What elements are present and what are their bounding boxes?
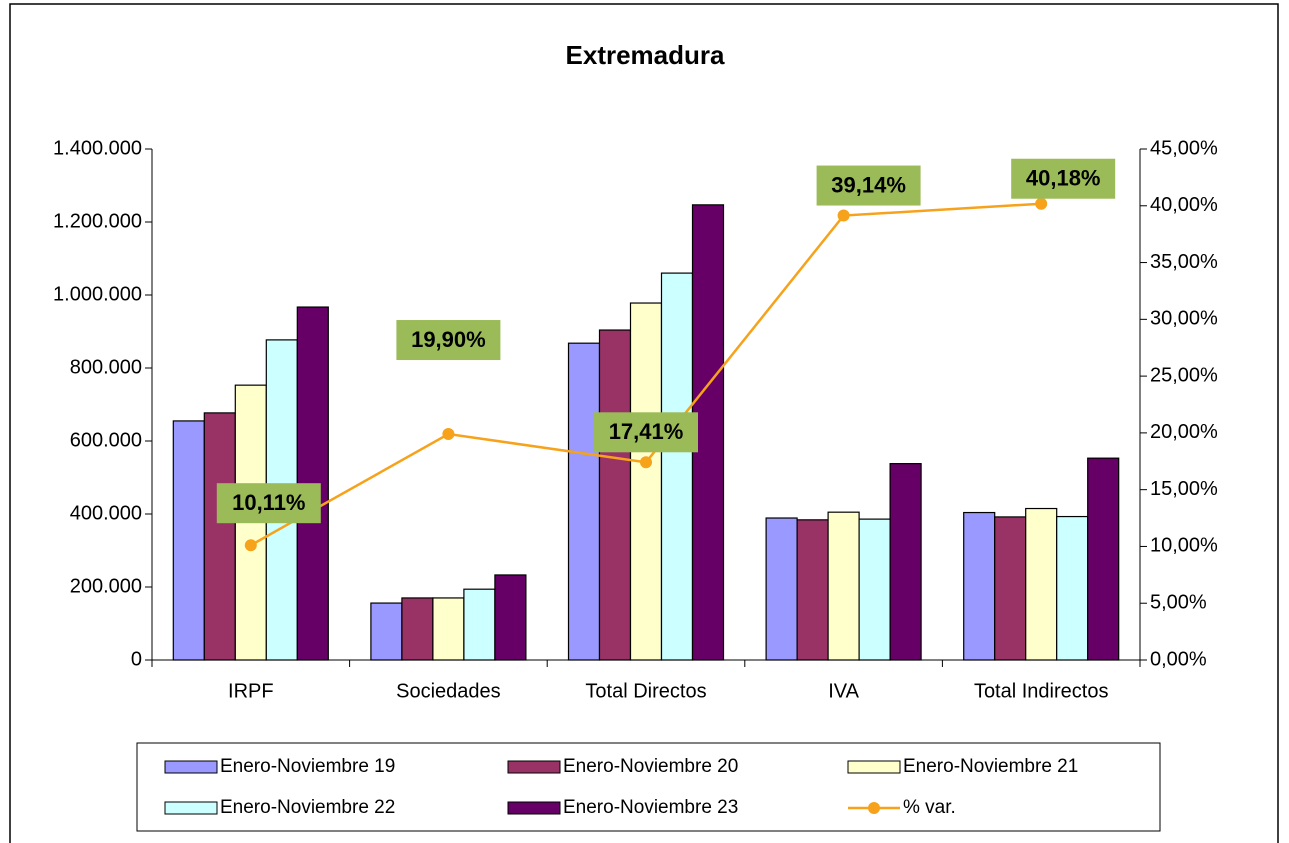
- bar: [660, 272, 694, 661]
- bar: [172, 420, 205, 661]
- x-tick-label: Total Directos: [585, 680, 706, 702]
- bar: [1056, 515, 1089, 661]
- bar: [1087, 457, 1120, 661]
- x-tick-label: Sociedades: [396, 680, 501, 702]
- y-tick-label: 800.000: [70, 356, 142, 378]
- bar: [858, 518, 891, 661]
- bar: [567, 342, 601, 661]
- value-label: 39,14%: [831, 172, 906, 197]
- y2-tick-label: 25,00%: [1150, 364, 1218, 386]
- y-tick-label: 400.000: [70, 502, 142, 524]
- value-label-box: [216, 483, 321, 524]
- value-label-box: [396, 320, 501, 361]
- line-point: [442, 428, 455, 441]
- bar: [1025, 507, 1058, 661]
- bar: [203, 412, 236, 661]
- y2-tick-label: 30,00%: [1150, 308, 1218, 330]
- x-tick-label: IVA: [828, 680, 859, 702]
- legend-label: Enero-Noviembre 21: [903, 756, 1078, 777]
- legend-swatch: [507, 760, 561, 774]
- legend-label: Enero-Noviembre 23: [563, 797, 738, 818]
- y-tick-label: 1.200.000: [53, 210, 142, 232]
- value-label: 10,11%: [232, 490, 305, 515]
- y2-tick-label: 20,00%: [1150, 421, 1218, 443]
- legend-swatch: [164, 760, 218, 774]
- y2-tick-label: 0,00%: [1150, 648, 1207, 670]
- bar: [889, 463, 922, 661]
- value-label-box: [594, 412, 698, 453]
- bar: [401, 597, 434, 661]
- bar: [598, 329, 632, 661]
- bar: [796, 519, 829, 661]
- legend-box: [136, 742, 1161, 832]
- bar: [370, 602, 403, 661]
- bar: [629, 302, 663, 661]
- value-label: 17,41%: [609, 419, 684, 444]
- y-tick-label: 1.400.000: [53, 137, 142, 159]
- y2-tick-label: 15,00%: [1150, 478, 1218, 500]
- y2-tick-label: 40,00%: [1150, 194, 1218, 216]
- bar: [691, 204, 725, 661]
- bar: [494, 574, 527, 661]
- y-tick-label: 200.000: [70, 575, 142, 597]
- y2-tick-label: 10,00%: [1150, 535, 1218, 557]
- bar: [432, 597, 465, 661]
- x-tick-label: Total Indirectos: [974, 680, 1109, 702]
- value-label: 19,90%: [411, 327, 486, 352]
- legend-label: Enero-Noviembre 19: [220, 756, 395, 777]
- legend-label: % var.: [903, 797, 956, 818]
- value-label-box: [816, 165, 921, 206]
- bar: [827, 511, 860, 661]
- bar: [765, 517, 798, 661]
- line-point: [640, 456, 652, 469]
- line-point: [244, 539, 257, 552]
- y-tick-label: 600.000: [70, 429, 142, 451]
- legend-marker: [868, 802, 880, 814]
- legend-swatch: [164, 801, 218, 815]
- value-label-box: [1011, 158, 1116, 199]
- line-point: [1035, 197, 1048, 210]
- bar: [994, 516, 1027, 661]
- y2-tick-label: 35,00%: [1150, 251, 1218, 273]
- legend-swatch: [507, 801, 561, 815]
- legend-label: Enero-Noviembre 22: [220, 797, 395, 818]
- bar: [963, 511, 996, 661]
- line-point: [837, 209, 850, 222]
- y2-tick-label: 45,00%: [1150, 137, 1218, 159]
- y-tick-label: 1.000.000: [53, 283, 142, 305]
- legend-swatch: [847, 760, 901, 774]
- bar: [463, 588, 496, 661]
- x-tick-label: IRPF: [228, 680, 274, 702]
- y-tick-label: 0: [131, 648, 142, 670]
- y2-tick-label: 5,00%: [1150, 592, 1207, 614]
- legend-label: Enero-Noviembre 20: [563, 756, 738, 777]
- value-label: 40,18%: [1026, 166, 1101, 191]
- chart-title: Extremadura: [566, 40, 725, 70]
